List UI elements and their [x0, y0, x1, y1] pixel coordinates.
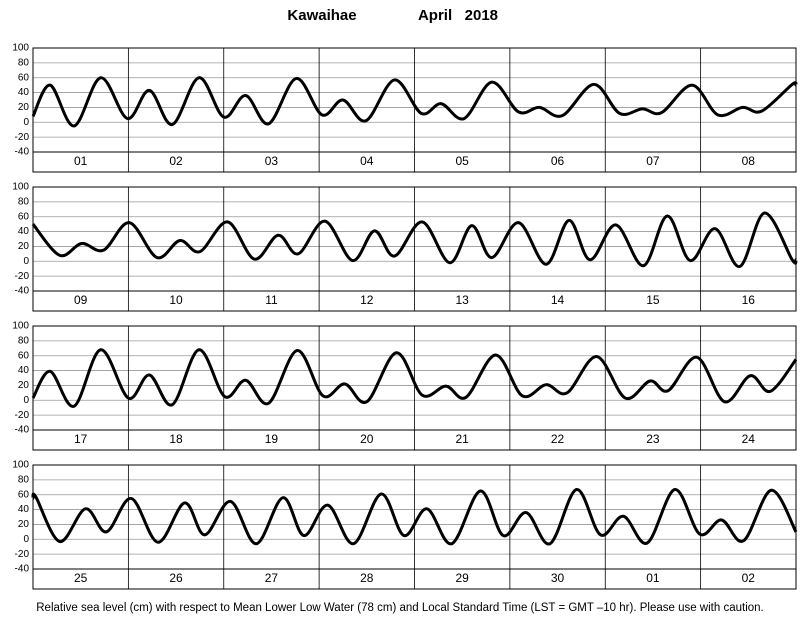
y-tick-label: -20: [15, 549, 30, 560]
y-tick-label: 80: [18, 57, 30, 68]
x-tick-label: 01: [646, 571, 660, 585]
x-tick-label: 04: [360, 154, 374, 168]
x-tick-label: 07: [646, 154, 660, 168]
y-tick-label: 40: [18, 365, 30, 376]
tide-curve: [31, 76, 798, 128]
y-tick-label: 40: [18, 504, 30, 515]
x-tick-label: 18: [169, 432, 183, 446]
y-tick-label: 60: [18, 350, 30, 361]
x-tick-label: 05: [456, 154, 470, 168]
x-tick-label: 16: [742, 293, 756, 307]
x-tick-label: 23: [646, 432, 660, 446]
panel-frame: [32, 464, 797, 590]
y-tick-label: -20: [15, 410, 30, 421]
x-tick-label: 13: [456, 293, 470, 307]
y-tick-label: 20: [18, 102, 30, 113]
tide-curve: [31, 488, 798, 546]
tide-curve: [31, 348, 798, 408]
x-tick-label: 22: [551, 432, 565, 446]
y-tick-label: -40: [15, 286, 30, 297]
x-tick-label: 01: [74, 154, 88, 168]
y-tick-label: 80: [18, 196, 30, 207]
y-tick-label: 100: [12, 321, 29, 332]
x-tick-label: 10: [169, 293, 183, 307]
x-tick-label: 03: [265, 154, 279, 168]
x-tick-label: 27: [265, 571, 279, 585]
x-tick-label: 26: [169, 571, 183, 585]
y-tick-label: -20: [15, 132, 30, 143]
y-tick-label: -40: [15, 425, 30, 436]
y-tick-label: 20: [18, 241, 30, 252]
x-tick-label: 11: [265, 293, 278, 307]
y-tick-label: 100: [12, 43, 29, 54]
y-tick-label: -40: [15, 564, 30, 575]
x-tick-label: 14: [551, 293, 565, 307]
y-tick-label: 80: [18, 335, 30, 346]
y-tick-label: 40: [18, 87, 30, 98]
x-tick-label: 06: [551, 154, 565, 168]
y-tick-label: -40: [15, 147, 30, 158]
y-tick-label: 0: [23, 395, 29, 406]
y-tick-label: -20: [15, 271, 30, 282]
y-tick-label: 0: [23, 256, 29, 267]
station-title: Kawaihae: [287, 7, 356, 24]
x-tick-label: 02: [742, 571, 756, 585]
x-tick-label: 09: [74, 293, 88, 307]
x-tick-label: 28: [360, 571, 374, 585]
y-tick-label: 20: [18, 519, 30, 530]
y-tick-label: 80: [18, 474, 30, 485]
x-tick-label: 24: [742, 432, 756, 446]
x-tick-label: 25: [74, 571, 88, 585]
y-tick-label: 60: [18, 489, 30, 500]
x-tick-label: 20: [360, 432, 374, 446]
x-tick-label: 12: [360, 293, 374, 307]
y-tick-label: 100: [12, 182, 29, 193]
x-tick-label: 15: [646, 293, 660, 307]
y-tick-label: 60: [18, 211, 30, 222]
y-tick-label: 40: [18, 226, 30, 237]
period-title: April 2018: [418, 7, 498, 24]
y-tick-label: 100: [12, 460, 29, 471]
y-tick-label: 20: [18, 380, 30, 391]
tide-curve: [31, 211, 798, 268]
y-tick-label: 0: [23, 534, 29, 545]
panel-frame: [32, 186, 797, 312]
x-tick-label: 02: [169, 154, 183, 168]
panel-frame: [32, 325, 797, 451]
y-tick-label: 0: [23, 117, 29, 128]
x-tick-label: 29: [456, 571, 470, 585]
footnote: Relative sea level (cm) with respect to …: [36, 602, 763, 614]
x-tick-label: 30: [551, 571, 565, 585]
x-tick-label: 17: [74, 432, 88, 446]
x-tick-label: 08: [742, 154, 756, 168]
panel-frame: [32, 47, 797, 173]
y-tick-label: 60: [18, 72, 30, 83]
x-tick-label: 19: [265, 432, 279, 446]
x-tick-label: 21: [456, 432, 470, 446]
